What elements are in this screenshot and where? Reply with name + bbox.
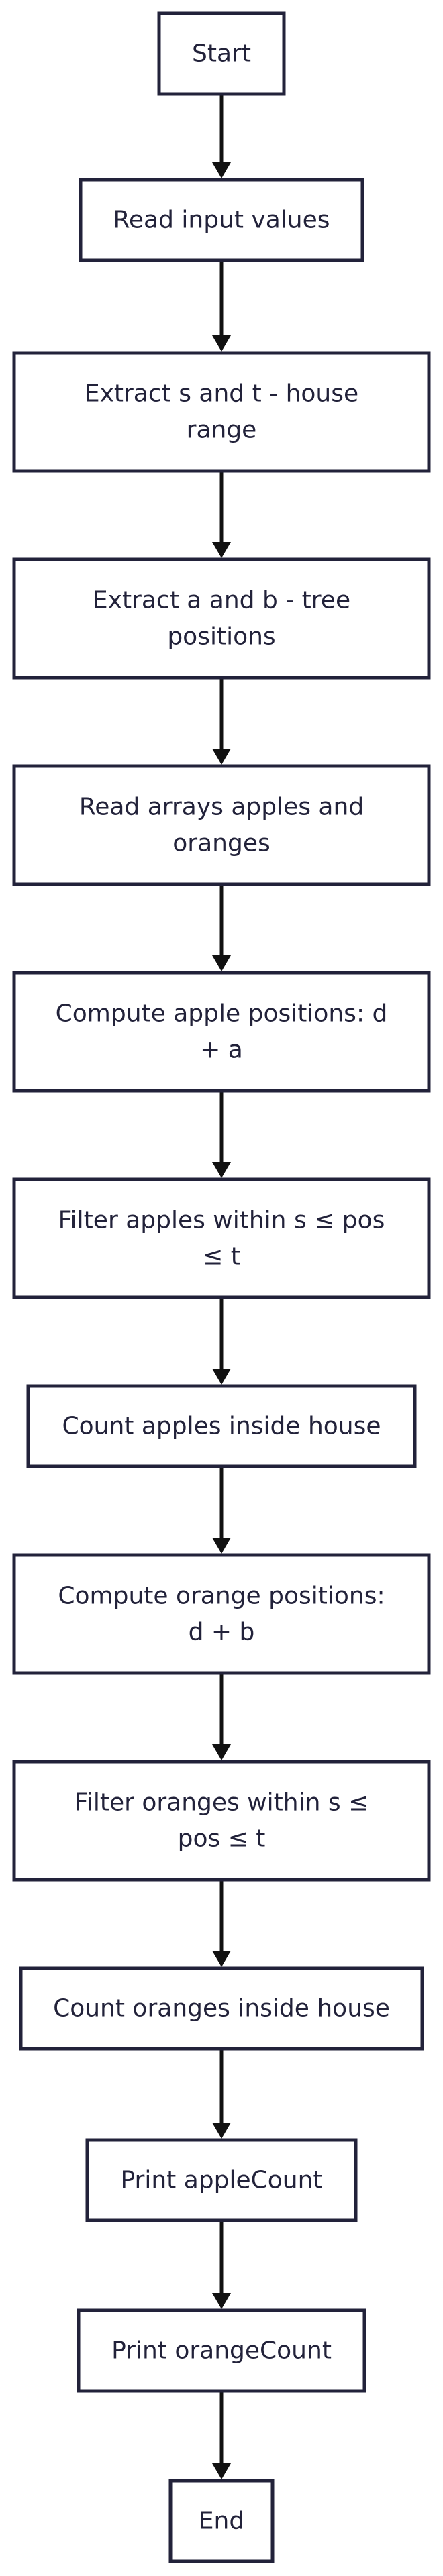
arrow-read-arrays-to-compute-apple <box>212 884 231 971</box>
node-label-line: Compute apple positions: d <box>56 1000 388 1028</box>
node-box <box>12 1760 431 1882</box>
arrow-head <box>212 2293 231 2309</box>
node-label-line: End <box>199 2508 244 2535</box>
arrow-head <box>212 2463 231 2479</box>
node-box <box>85 2138 358 2222</box>
arrow-head <box>212 955 231 971</box>
node-box <box>12 557 431 680</box>
arrow-head <box>212 1744 231 1760</box>
node-label-line: Read arrays apples and <box>79 794 364 821</box>
node-extract-ab: Extract a and b - tree positions <box>12 557 431 680</box>
node-box <box>157 11 286 96</box>
node-compute-orange: Compute orange positions: d + b <box>12 1553 431 1675</box>
arrow-extract-ab-to-read-arrays <box>212 678 231 765</box>
node-label-line: Print appleCount <box>120 2167 322 2194</box>
arrow-print-apple-to-print-orange <box>212 2220 231 2309</box>
node-count-oranges: Count oranges inside house <box>19 1966 424 2051</box>
node-box <box>12 971 431 1093</box>
node-label-line: Count apples inside house <box>62 1413 381 1440</box>
node-box <box>79 178 364 262</box>
node-label-line: Filter apples within s ≤ pos <box>58 1207 385 1234</box>
node-label-line: Start <box>192 40 251 68</box>
node-label-line: Extract s and t - house <box>85 380 358 408</box>
node-box <box>77 2308 366 2393</box>
arrow-extract-st-to-extract-ab <box>212 471 231 558</box>
arrow-head <box>212 1368 231 1385</box>
node-print-apple: Print appleCount <box>85 2138 358 2222</box>
arrow-head <box>212 749 231 765</box>
node-box <box>12 1553 431 1675</box>
node-print-orange: Print orangeCount <box>77 2308 366 2393</box>
node-read-arrays: Read arrays apples and oranges <box>12 764 431 886</box>
arrow-head <box>212 1162 231 1178</box>
node-extract-st: Extract s and t - house range <box>12 351 431 473</box>
arrow-head <box>212 1951 231 1967</box>
arrow-print-orange-to-end <box>212 2391 231 2479</box>
arrow-head <box>212 335 231 352</box>
node-box <box>12 1177 431 1299</box>
node-label-line: Extract a and b - tree <box>93 587 350 614</box>
arrow-filter-apples-to-count-apples <box>212 1297 231 1385</box>
node-box <box>26 1384 417 1468</box>
arrow-compute-orange-to-filter-oranges <box>212 1673 231 1760</box>
node-box <box>168 2479 275 2563</box>
node-count-apples: Count apples inside house <box>26 1384 417 1468</box>
node-label-line: Compute orange positions: <box>58 1582 385 1610</box>
node-filter-oranges: Filter oranges within s ≤ pos ≤ t <box>12 1760 431 1882</box>
node-compute-apple: Compute apple positions: d + a <box>12 971 431 1093</box>
arrow-head <box>212 542 231 558</box>
arrow-start-to-read-input <box>212 94 231 178</box>
node-box <box>12 351 431 473</box>
node-label-line: oranges <box>173 830 270 857</box>
node-label-line: Filter oranges within s ≤ <box>75 1789 369 1817</box>
node-label-line: Read input values <box>113 207 330 234</box>
node-label-line: range <box>187 417 257 444</box>
node-filter-apples: Filter apples within s ≤ pos ≤ t <box>12 1177 431 1299</box>
node-label-line: + a <box>200 1036 243 1064</box>
node-box <box>12 764 431 886</box>
arrow-head <box>212 2123 231 2139</box>
node-read-input: Read input values <box>79 178 364 262</box>
arrow-read-input-to-extract-st <box>212 260 231 352</box>
node-end: End <box>168 2479 275 2563</box>
arrow-head <box>212 162 231 178</box>
arrow-filter-oranges-to-count-oranges <box>212 1880 231 1967</box>
node-label-line: Print orangeCount <box>111 2337 332 2365</box>
node-label-line: d + b <box>189 1619 255 1646</box>
arrow-head <box>212 1538 231 1554</box>
node-label-line: pos ≤ t <box>178 1825 266 1853</box>
node-box <box>19 1966 424 2051</box>
node-label-line: positions <box>167 623 275 651</box>
node-label-line: ≤ t <box>203 1243 240 1271</box>
node-start: Start <box>157 11 286 96</box>
node-label-line: Count oranges inside house <box>53 1995 390 2023</box>
arrow-compute-apple-to-filter-apples <box>212 1091 231 1178</box>
arrow-count-oranges-to-print-apple <box>212 2049 231 2139</box>
arrow-count-apples-to-compute-orange <box>212 1466 231 1554</box>
